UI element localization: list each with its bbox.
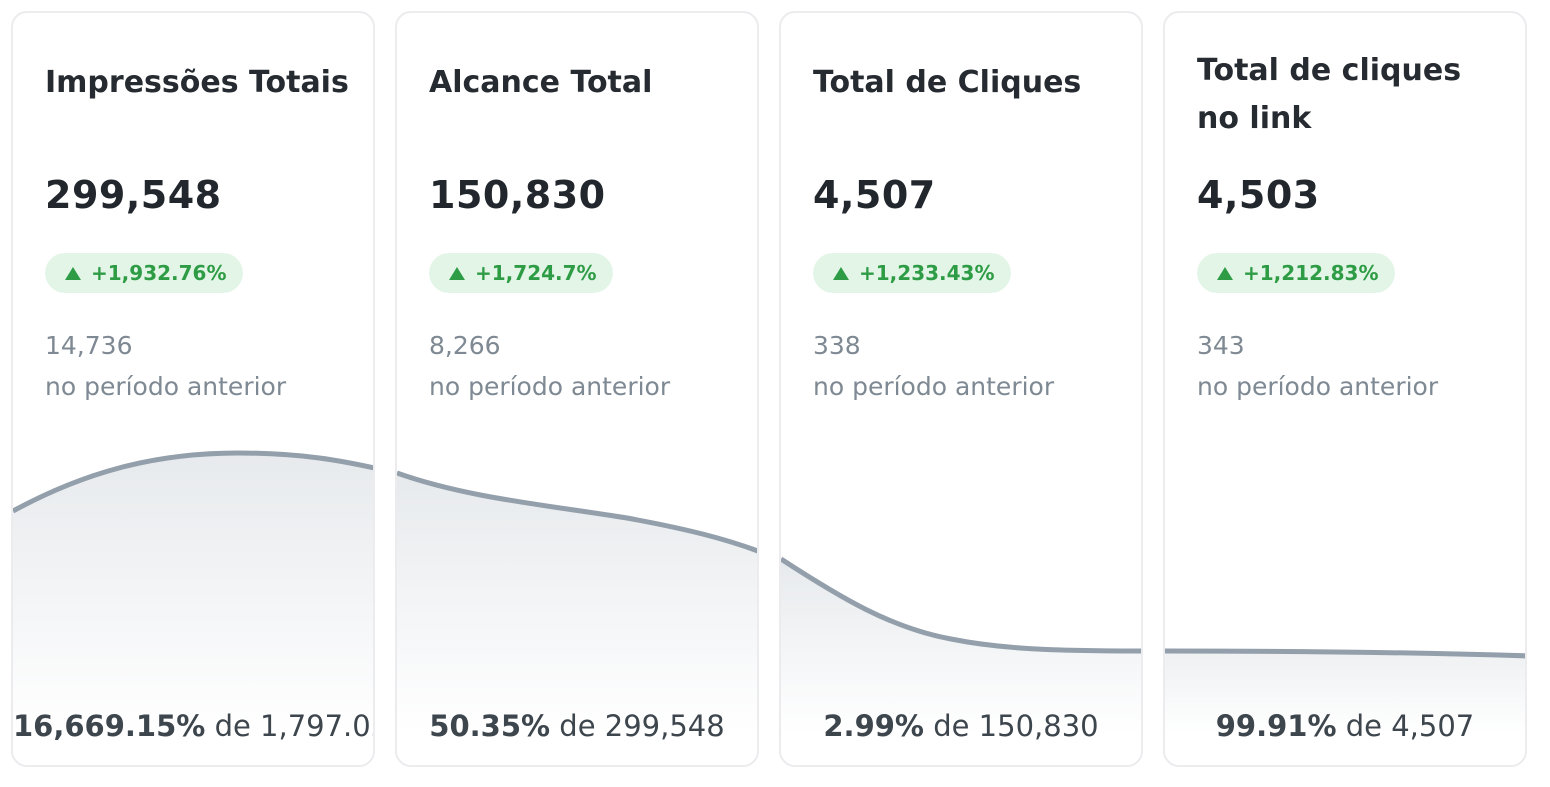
impressions-sparkline (13, 450, 373, 733)
ratio-base: 299,548 (604, 709, 725, 743)
reach-sparkline (397, 470, 757, 733)
triangle-up-icon (449, 266, 465, 280)
ratio-base: 1,797.02 (260, 709, 373, 743)
ratio-base: 150,830 (978, 709, 1099, 743)
triangle-up-icon (1217, 266, 1233, 280)
card-title: Impressões Totais (45, 65, 349, 100)
change-percent: +1,212.83% (1243, 261, 1379, 285)
change-badge: +1,932.76% (45, 253, 243, 293)
clicks-sparkline (781, 556, 1141, 733)
previous-period-label: no período anterior (45, 372, 287, 401)
previous-value: 338 (813, 331, 861, 360)
previous-value: 8,266 (429, 331, 501, 360)
link-clicks-sparkline (1165, 648, 1525, 733)
change-badge: +1,212.83% (1197, 253, 1395, 293)
change-badge: +1,724.7% (429, 253, 613, 293)
previous-period-label: no período anterior (1197, 372, 1439, 401)
change-percent: +1,724.7% (475, 261, 597, 285)
metric-card-link-clicks[interactable]: Total de cliques no link 4,503 +1,212.83… (1163, 11, 1527, 767)
ratio-of: de (214, 709, 251, 743)
ratio-base: 4,507 (1391, 709, 1475, 743)
ratio-percent: 16,669.15% (13, 709, 206, 743)
card-title: Total de Cliques (813, 65, 1082, 100)
previous-value: 14,736 (45, 331, 133, 360)
previous-period-label: no período anterior (429, 372, 671, 401)
metric-value: 150,830 (429, 173, 606, 217)
card-title: Total de cliques no link (1197, 53, 1462, 136)
change-badge: +1,233.43% (813, 253, 1011, 293)
ratio-percent: 99.91% (1215, 709, 1337, 743)
change-percent: +1,932.76% (91, 261, 227, 285)
ratio-footer: 2.99% de 150,830 (781, 709, 1141, 743)
previous-period-label: no período anterior (813, 372, 1055, 401)
metric-value: 4,503 (1197, 173, 1320, 217)
metric-value: 4,507 (813, 173, 936, 217)
triangle-up-icon (65, 266, 81, 280)
ratio-percent: 50.35% (429, 709, 551, 743)
ratio-percent: 2.99% (823, 709, 924, 743)
metric-card-reach[interactable]: Alcance Total 150,830 +1,724.7% 8,266 no… (395, 11, 759, 767)
metric-value: 299,548 (45, 173, 222, 217)
ratio-footer: 16,669.15% de 1,797.02 (13, 709, 373, 743)
ratio-of: de (559, 709, 596, 743)
card-title: Alcance Total (429, 65, 653, 100)
ratio-of: de (1345, 709, 1382, 743)
change-percent: +1,233.43% (859, 261, 995, 285)
metric-card-impressions[interactable]: Impressões Totais 299,548 +1,932.76% 14,… (11, 11, 375, 767)
previous-value: 343 (1197, 331, 1245, 360)
ratio-of: de (933, 709, 970, 743)
metric-card-clicks[interactable]: Total de Cliques 4,507 +1,233.43% 338 no… (779, 11, 1143, 767)
triangle-up-icon (833, 266, 849, 280)
ratio-footer: 50.35% de 299,548 (397, 709, 757, 743)
ratio-footer: 99.91% de 4,507 (1165, 709, 1525, 743)
